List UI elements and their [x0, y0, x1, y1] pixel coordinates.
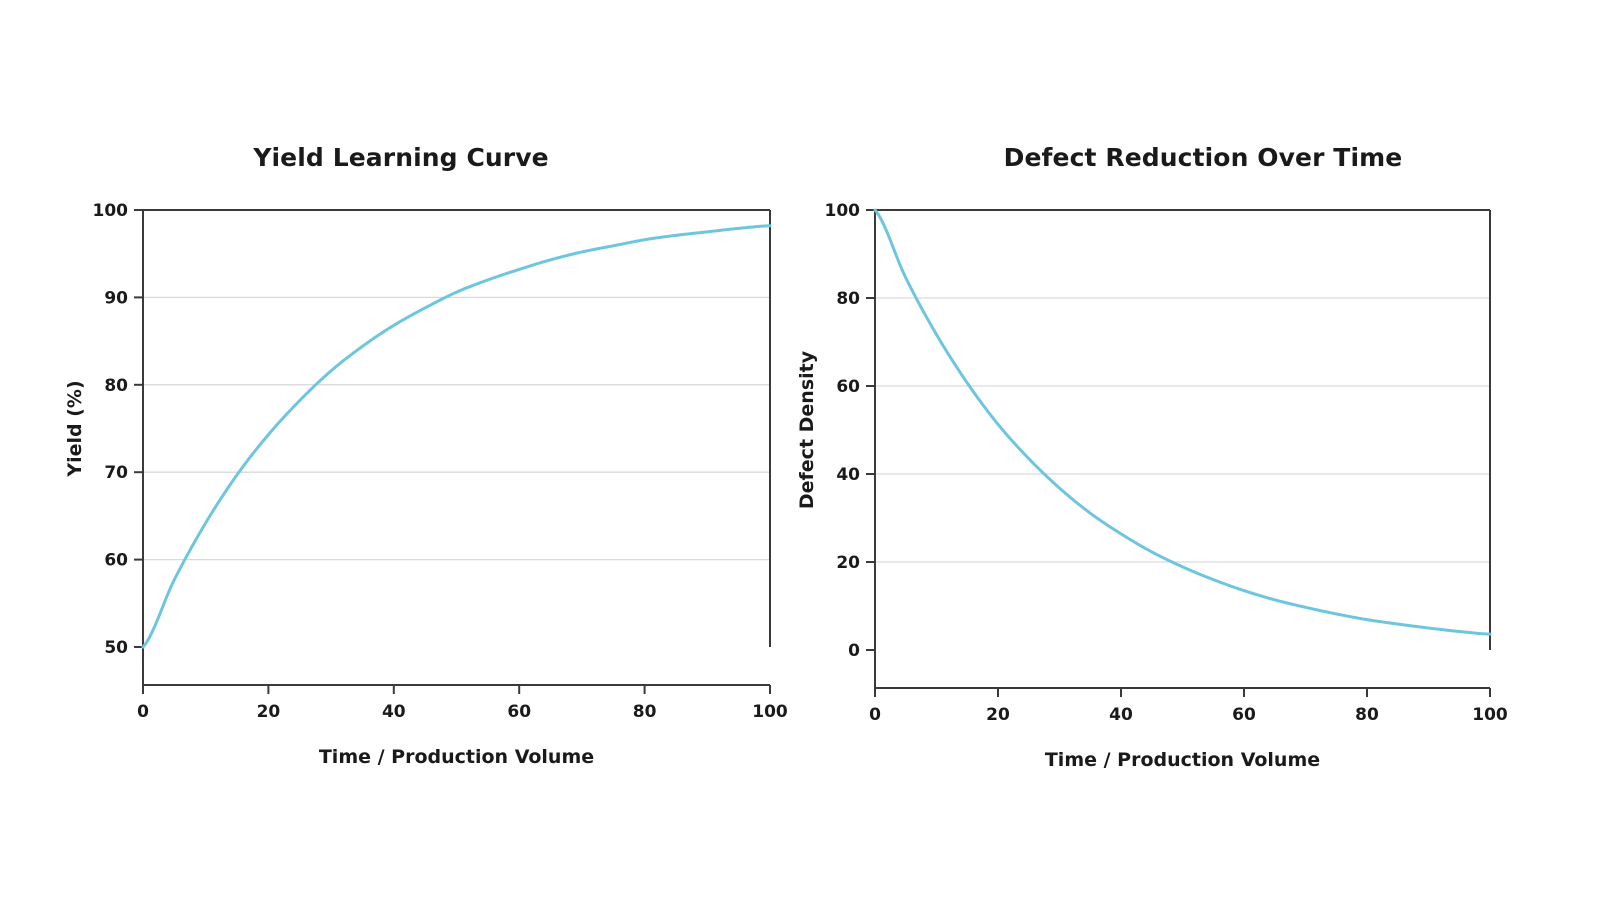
x-tick-label: 80: [633, 702, 657, 722]
x-tick-label: 100: [1472, 705, 1508, 725]
y-tick-label: 80: [104, 376, 128, 396]
chart-panel-defect-reduction: Defect Reduction Over Time 0 20 40 60 80 100 0…: [796, 0, 1604, 900]
axis-spines: [874, 209, 1491, 689]
y-axis-label: Yield (%): [64, 380, 86, 477]
x-tick-marks: [142, 685, 771, 694]
x-tick-label: 100: [752, 702, 788, 722]
x-tick-label: 0: [137, 702, 149, 722]
x-tick-label: 60: [1232, 705, 1256, 725]
y-tick-marks: [866, 209, 875, 651]
x-axis-label: Time / Production Volume: [319, 746, 594, 768]
x-tick-marks: [874, 688, 1491, 697]
grid-lines: [875, 297, 1490, 563]
y-tick-label: 80: [836, 289, 860, 309]
data-line: [873, 208, 1492, 636]
x-tick-label: 40: [1109, 705, 1133, 725]
x-tick-label: 20: [986, 705, 1010, 725]
y-tick-label: 100: [93, 201, 129, 221]
chart-title-right: Defect Reduction Over Time: [1003, 143, 1403, 172]
chart-title-left: Yield Learning Curve: [253, 143, 549, 172]
data-line: [141, 224, 772, 649]
y-tick-label: 0: [848, 641, 860, 661]
x-tick-label: 60: [507, 702, 531, 722]
y-tick-label: 60: [104, 551, 128, 571]
x-tick-label: 40: [382, 702, 406, 722]
grid-lines: [143, 296, 770, 561]
axis-spines: [142, 209, 771, 686]
y-tick-label: 90: [104, 288, 128, 308]
y-tick-label: 40: [836, 465, 860, 485]
y-tick-label: 20: [836, 553, 860, 573]
y-tick-label: 70: [104, 463, 128, 483]
chart-panel-yield-learning-curve: Yield Learning Curve 50 60 70 80 90 100 0 20 40 6…: [64, 143, 788, 768]
x-axis-label: Time / Production Volume: [1045, 749, 1320, 771]
y-tick-label: 50: [104, 638, 128, 658]
x-tick-label: 20: [257, 702, 281, 722]
y-tick-marks: [134, 209, 143, 648]
y-tick-label: 100: [825, 201, 861, 221]
y-tick-label: 60: [836, 377, 860, 397]
chart-svg-left: 50 60 70 80 90 100 0 20 40 60 80 100 Time / Producti…: [64, 201, 788, 768]
x-tick-label: 80: [1355, 705, 1379, 725]
x-tick-label: 0: [869, 705, 881, 725]
y-axis-label: Defect Density: [796, 350, 818, 509]
chart-svg-right: 0 20 40 60 80 100 0 20 40 60 80 100 Time / Productio…: [796, 201, 1508, 771]
